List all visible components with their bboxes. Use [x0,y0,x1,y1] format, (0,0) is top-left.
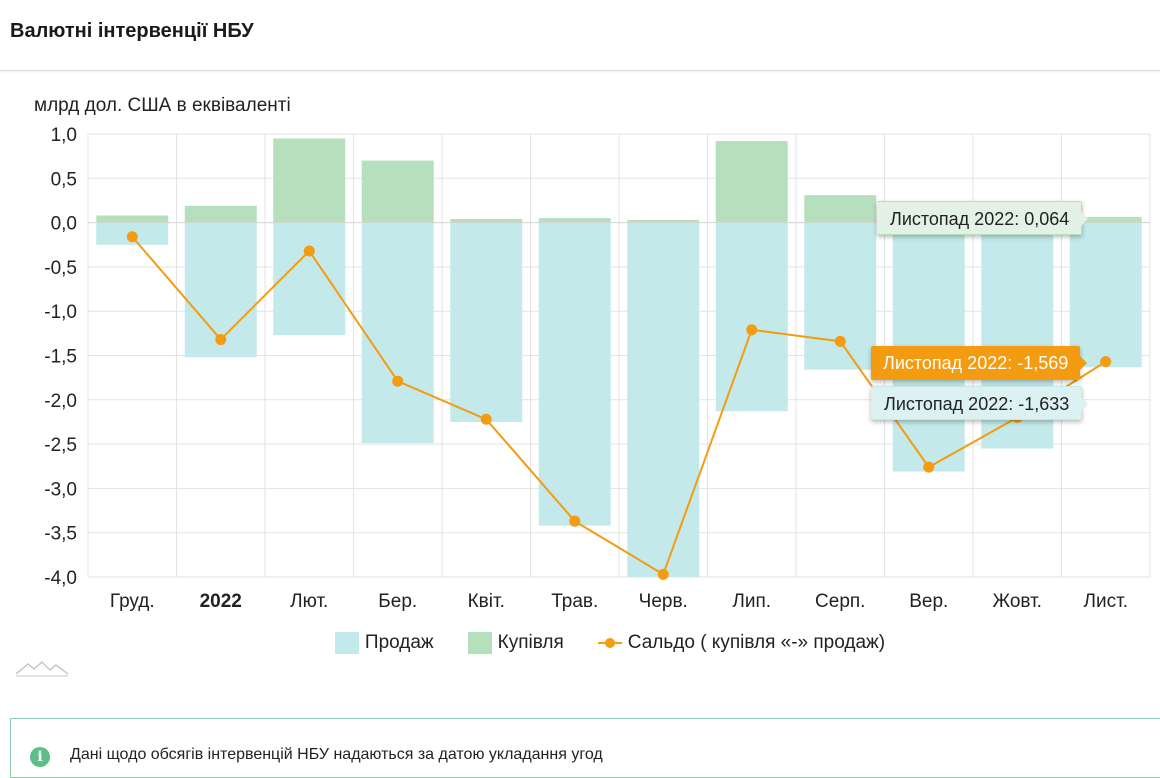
bar-purchase [450,219,523,223]
y-axis-label: млрд дол. США в еквіваленті [34,95,291,116]
legend-item-purchase[interactable]: Купівля [448,632,564,654]
x-tick-label: Бер. [378,591,417,612]
page-title: Валютні інтервенції НБУ [10,20,254,42]
bar-sale [273,222,346,336]
tooltip-purchase: Листопад 2022: 0,064 [877,201,1089,235]
x-tick-label: Лист. [1084,591,1128,612]
page-header: Валютні інтервенції НБУ [0,0,1160,71]
legend-item-balance[interactable]: Сальдо ( купівля «-» продаж) [578,632,885,654]
bar-purchase [96,215,169,223]
y-tick-label: -0,5 [44,258,77,279]
intervention-chart: 1,0 0,5 0,0 -0,5 -1,0 -1,5 -2,0 -2,5 -3,0 -3,5 -4,… [44,125,1151,612]
y-tick-label: -3,5 [44,524,77,545]
info-icon: i [30,747,50,767]
x-tick-label: 2022 [200,591,242,612]
x-tick-label: Жовт. [993,591,1042,612]
legend-label-sale: Продаж [364,632,434,653]
bar-sale [450,222,523,422]
y-tick-label: -4,0 [44,568,77,589]
x-tick-label: Лип. [732,591,771,612]
tooltip-balance: Листопад 2022: -1,569 [871,346,1088,380]
y-tick-label: -3,0 [44,479,77,500]
legend-swatch-sale [334,632,359,654]
balance-point [126,231,138,243]
chart-legend: Продаж Купівля Сальдо ( купівля «-» прод… [0,628,1160,658]
bar-purchase [273,138,346,223]
tooltip-sale: Листопад 2022: -1,633 [871,386,1089,420]
balance-point [1100,356,1112,368]
x-tick-label: Квіт. [468,591,505,612]
y-tick-label: -1,0 [44,302,77,323]
balance-point [215,334,227,346]
info-panel: i Дані щодо обсягів інтервенцій НБУ нада… [10,718,1160,778]
x-tick-label: Серп. [815,591,865,612]
bar-purchase [804,195,877,223]
balance-point [569,515,581,527]
balance-point [746,324,758,336]
x-tick-label: Лют. [290,591,328,612]
bar-purchase [361,160,434,223]
x-tick-label: Груд. [110,591,155,612]
bar-sale [538,222,611,526]
y-tick-label: 0,5 [51,169,77,190]
legend-label-purchase: Купівля [497,632,564,653]
balance-point [657,568,669,580]
bar-sale [1069,222,1142,368]
legend-swatch-balance [597,638,622,648]
bar-purchase [715,141,788,223]
balance-point [303,245,315,257]
y-tick-label: -2,5 [44,435,77,456]
bar-purchase [538,218,611,223]
y-tick-label: 0,0 [51,214,77,235]
y-tick-label: -1,5 [44,347,77,368]
y-tick-label: 1,0 [51,125,77,146]
bar-purchase [184,205,257,223]
info-text: Дані щодо обсягів інтервенцій НБУ надают… [70,746,603,763]
bar-purchase [627,219,700,223]
legend-item-sale[interactable]: Продаж [275,632,434,654]
bar-sale [804,222,877,370]
balance-point [923,461,935,473]
bar-sale [627,222,700,577]
balance-point [480,413,492,425]
x-tick-label: Вер. [909,591,948,612]
balance-point [834,335,846,347]
bar-sale [361,222,434,444]
legend-label-balance: Сальдо ( купівля «-» продаж) [627,632,886,653]
balance-point [392,375,404,387]
chart-logo-icon [15,660,69,677]
y-tick-label: -2,0 [44,391,77,412]
balance-line [131,236,1107,576]
bar-sale [715,222,788,412]
x-tick-label: Черв. [639,591,688,612]
x-tick-label: Трав. [551,591,598,612]
legend-swatch-purchase [467,632,492,654]
bar-purchase [1069,216,1142,223]
